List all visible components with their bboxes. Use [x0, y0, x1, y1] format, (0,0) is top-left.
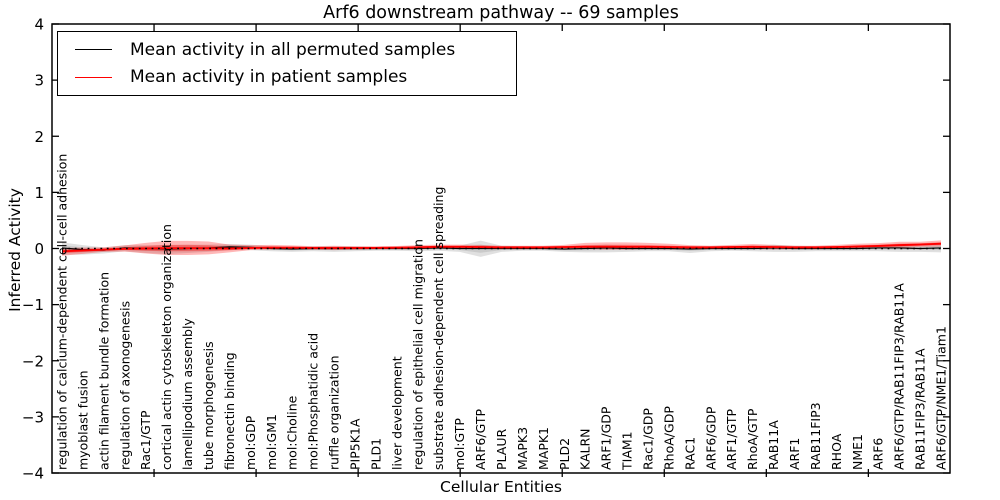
x-tick-label: mol:Phosphatidic acid	[306, 333, 321, 470]
x-tick-label: RHOA	[829, 433, 844, 470]
x-tick-label: NME1	[850, 434, 865, 470]
x-tick-label: ARF1/GTP	[724, 409, 739, 470]
x-tick-label: PLAUR	[494, 429, 509, 470]
y-tick-label: 0	[34, 240, 44, 258]
x-tick-label: myoblast fusion	[75, 370, 90, 470]
y-axis-label: Inferred Activity	[6, 188, 24, 312]
legend-item-permuted: Mean activity in all permuted samples	[58, 40, 516, 60]
legend-item-patient: Mean activity in patient samples	[58, 67, 516, 87]
x-tick-label: MAPK1	[536, 427, 551, 470]
x-tick-label: fibronectin binding	[222, 352, 237, 470]
x-tick-label: ARF6/GTP/RAB11FIP3/RAB11A	[892, 283, 907, 470]
x-tick-label: TIAM1	[620, 431, 635, 471]
patient-line-swatch	[75, 76, 112, 78]
y-tick-label: 1	[34, 184, 44, 202]
x-tick-label: ARF6/GTP/NME1/Tiam1	[934, 326, 949, 470]
x-tick-label: ARF6	[871, 438, 886, 470]
x-tick-label: mol:Choline	[285, 395, 300, 470]
x-tick-label: substrate adhesion-dependent cell spread…	[431, 187, 446, 470]
x-tick-label: mol:GTP	[452, 418, 467, 470]
permuted-line-swatch	[75, 49, 112, 51]
x-axis-label: Cellular Entities	[440, 478, 562, 496]
x-tick-label: Rac1/GDP	[641, 408, 656, 470]
x-tick-label: RAB11A	[766, 420, 781, 470]
x-tick-label: actin filament bundle formation	[96, 272, 111, 470]
legend-box: Mean activity in all permuted samples Me…	[57, 31, 517, 96]
x-tick-label: PIP5K1A	[348, 418, 363, 470]
x-tick-label: ruffle organization	[327, 355, 342, 470]
y-tick-label: 2	[34, 128, 44, 146]
x-tick-label: ARF6/GDP	[703, 406, 718, 470]
x-tick-label: tube morphogenesis	[201, 341, 216, 470]
y-tick-label: 4	[34, 16, 44, 34]
legend-item-label: Mean activity in patient samples	[130, 67, 408, 88]
x-tick-label: RAB11FIP3	[808, 402, 823, 470]
x-tick-label: RAC1	[682, 437, 697, 470]
y-tick-label: −2	[22, 352, 44, 370]
y-tick-label: −4	[22, 465, 44, 483]
x-tick-label: regulation of epithelial cell migration	[410, 239, 425, 470]
x-tick-label: ARF1	[787, 438, 802, 470]
x-tick-label: liver development	[389, 356, 404, 470]
x-tick-label: KALRN	[578, 428, 593, 470]
y-tick-label: −3	[22, 408, 44, 426]
x-tick-label: cortical actin cytoskeleton organization	[159, 224, 174, 470]
y-tick-label: −1	[22, 296, 44, 314]
x-tick-label: mol:GM1	[264, 414, 279, 470]
x-tick-label: Rac1/GTP	[138, 410, 153, 470]
x-tick-label: mol:GDP	[243, 415, 258, 470]
x-tick-label: lamellipodium assembly	[180, 318, 195, 470]
x-tick-label: ARF6/GTP	[473, 409, 488, 470]
x-tick-label: regulation of axonogenesis	[117, 301, 132, 470]
x-tick-label: MAPK3	[515, 427, 530, 470]
chart-title: Arf6 downstream pathway -- 69 samples	[323, 3, 679, 23]
x-tick-label: regulation of calcium-dependent cell-cel…	[55, 154, 70, 470]
y-tick-label: 3	[34, 72, 44, 90]
legend-item-label: Mean activity in all permuted samples	[130, 39, 456, 60]
patient-mean-line	[61, 242, 942, 253]
x-tick-label: ARF1/GDP	[599, 406, 614, 470]
x-tick-label: PLD1	[368, 438, 383, 470]
x-tick-label: RhoA/GTP	[745, 408, 760, 470]
x-tick-label: PLD2	[557, 438, 572, 470]
x-tick-label: RAB11FIP3/RAB11A	[913, 348, 928, 470]
x-tick-label: RhoA/GDP	[661, 406, 676, 470]
